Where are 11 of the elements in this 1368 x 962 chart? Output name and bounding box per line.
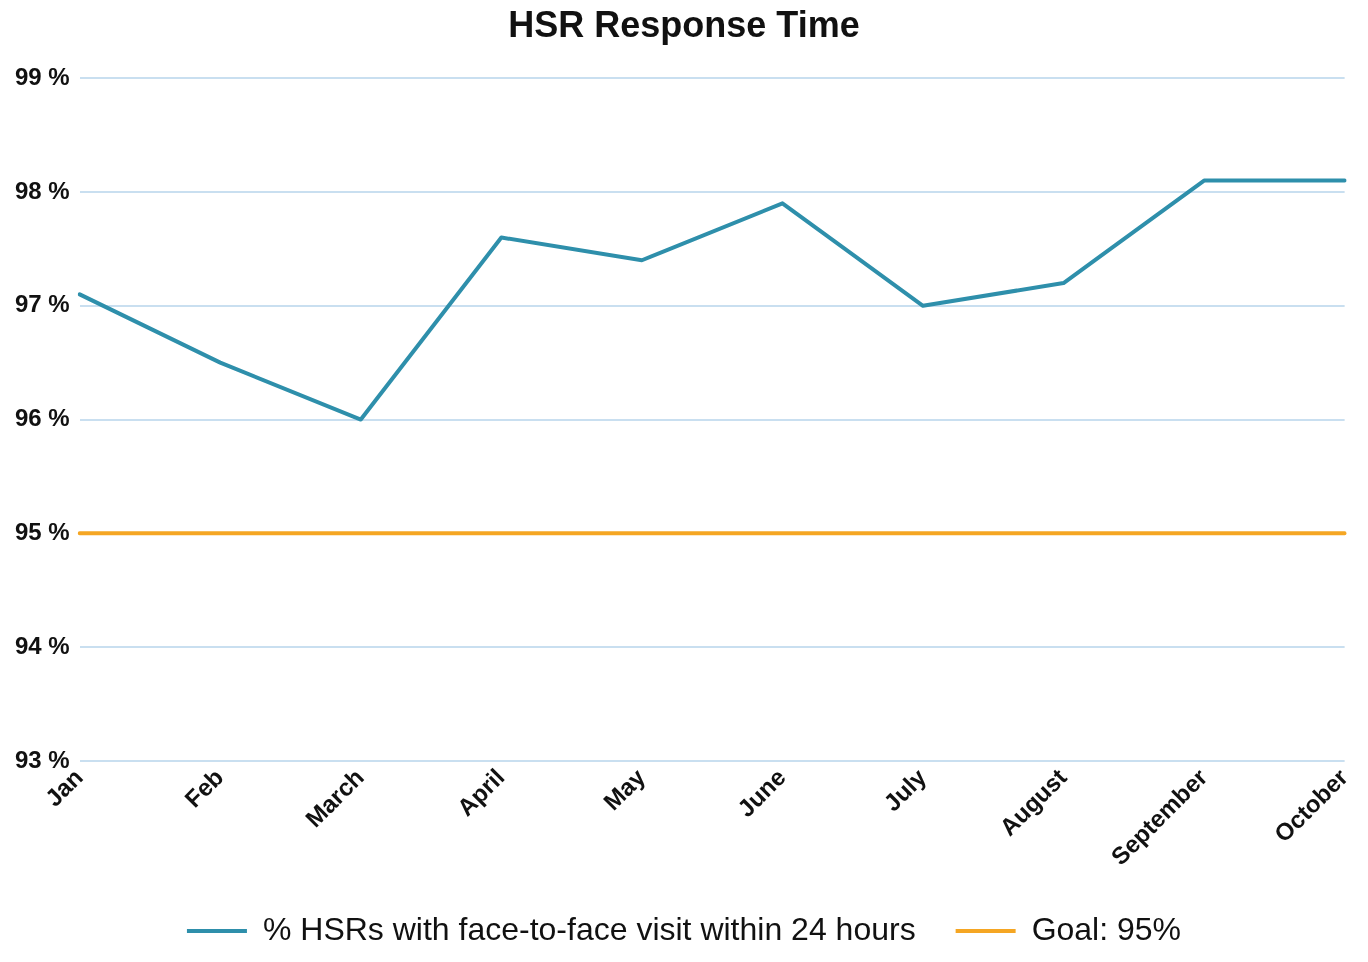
y-tick-label: 99 %: [15, 62, 70, 90]
x-tick-label: Feb: [179, 763, 229, 813]
y-tick-label: 98 %: [15, 176, 70, 204]
legend-label: Goal: 95%: [1031, 910, 1182, 947]
y-tick-label: 94 %: [15, 631, 70, 659]
legend-label: % HSRs with face-to-face visit within 24 hours: [262, 910, 916, 947]
y-tick-label: 96 %: [15, 404, 70, 432]
y-tick-label: 93 %: [15, 745, 70, 773]
chart-title: HSR Response Time: [508, 3, 860, 45]
y-tick-label: 97 %: [15, 290, 70, 318]
y-tick-label: 95 %: [15, 517, 70, 545]
